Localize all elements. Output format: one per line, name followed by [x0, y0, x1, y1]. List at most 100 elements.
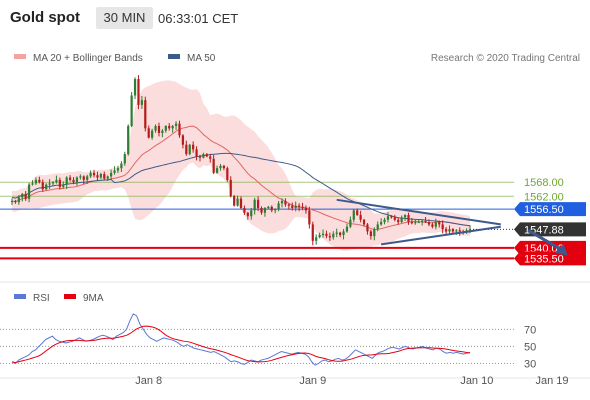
candle-body	[321, 233, 325, 235]
level-label-1535.50: 1535.50	[524, 253, 564, 265]
candle-body	[417, 222, 420, 224]
candle-body	[383, 219, 386, 223]
candle-body	[120, 163, 123, 169]
candle-body	[434, 222, 437, 227]
timeframe-button[interactable]: 30 MIN	[96, 7, 153, 29]
candle-body	[92, 172, 96, 176]
candle-body	[393, 217, 396, 220]
candle-body	[34, 179, 38, 184]
candle-body	[215, 168, 219, 173]
candle-body	[342, 231, 345, 235]
candle-body	[263, 208, 267, 213]
candle-body	[127, 125, 130, 155]
candle-body	[226, 168, 229, 180]
candle-body	[195, 149, 198, 157]
watermark-text: Research © 2020 Trading Central	[431, 53, 580, 64]
candle-body	[151, 130, 154, 138]
candle-body	[89, 172, 92, 177]
candle-body	[280, 200, 284, 204]
candle-body	[431, 224, 434, 227]
candle-body	[246, 212, 249, 217]
projection-arrow-shaft	[527, 228, 561, 251]
candle-body	[352, 210, 355, 220]
candle-body	[24, 193, 27, 199]
candle-body	[243, 208, 246, 213]
legend-swatch-ma50	[168, 54, 180, 59]
candle-body	[45, 184, 48, 190]
rsi-legend-label-0: RSI	[33, 293, 50, 304]
candle-body	[410, 222, 414, 224]
candle-body	[82, 176, 85, 180]
candle-body	[407, 215, 410, 223]
candle-body	[41, 182, 44, 190]
candle-body	[438, 222, 441, 225]
candle-body	[253, 199, 256, 211]
candle-body	[301, 206, 304, 209]
candle-body	[239, 198, 243, 209]
candle-body	[325, 233, 328, 237]
ma20-line	[11, 125, 471, 231]
candle-body	[332, 233, 335, 238]
candle-body	[209, 156, 212, 159]
candle-body	[103, 174, 106, 179]
level-label-1556.50: 1556.50	[524, 204, 564, 216]
candle-body	[205, 154, 208, 157]
candle-body	[130, 95, 133, 126]
candle-body	[421, 220, 424, 223]
candle-body	[297, 205, 301, 207]
candle-body	[174, 123, 178, 126]
rsi-legend-label-1: 9MA	[83, 293, 104, 304]
x-label-Jan-19: Jan 19	[536, 375, 569, 387]
candle-body	[277, 203, 280, 210]
legend-label-ma20: MA 20 + Bollinger Bands	[33, 53, 143, 64]
rsi-line	[11, 313, 471, 366]
candle-body	[451, 229, 455, 232]
x-label-Jan-8: Jan 8	[135, 375, 162, 387]
candle-body	[345, 226, 349, 232]
level-tag-1535.50: 1535.50	[514, 251, 586, 266]
candle-body	[455, 230, 458, 232]
candle-body	[168, 125, 171, 129]
ma50-line	[11, 152, 471, 227]
candle-body	[17, 197, 20, 203]
candle-body	[403, 215, 407, 218]
candles	[10, 75, 472, 246]
candle-body	[55, 179, 58, 183]
candle-body	[202, 154, 205, 158]
candle-body	[315, 237, 318, 241]
candle-body	[154, 125, 157, 131]
candle-body	[137, 79, 140, 105]
triangle-upper-line	[336, 198, 501, 226]
main-legend: MA 20 + Bollinger Bands MA 50	[14, 53, 216, 64]
legend-label-ma50: MA 50	[187, 53, 216, 64]
candle-body	[14, 200, 17, 203]
rsi-legend-swatch-0	[14, 294, 26, 299]
candle-body	[339, 232, 342, 235]
candle-body	[106, 176, 109, 179]
candle-body	[427, 222, 431, 225]
candle-body	[328, 236, 331, 238]
candle-body	[236, 198, 239, 206]
candle-body	[116, 168, 120, 171]
candle-body	[233, 196, 236, 206]
candle-body	[192, 144, 195, 150]
candle-body	[448, 229, 451, 232]
candle-body	[294, 205, 297, 209]
candle-body	[38, 179, 41, 183]
candle-body	[171, 125, 174, 129]
candle-body	[99, 174, 102, 178]
candle-body	[185, 144, 188, 155]
x-label-Jan-9: Jan 9	[299, 375, 326, 387]
candle-body	[287, 204, 290, 206]
level-tag-bg	[514, 251, 586, 266]
candle-body	[31, 183, 34, 185]
triangle-lower-line	[380, 225, 501, 246]
candle-body	[256, 199, 260, 209]
candle-body	[157, 125, 161, 133]
candle-body	[164, 125, 167, 131]
candle-body	[21, 193, 24, 198]
candle-body	[386, 216, 390, 220]
level-tag-bg	[514, 240, 586, 255]
candle-body	[144, 100, 147, 129]
